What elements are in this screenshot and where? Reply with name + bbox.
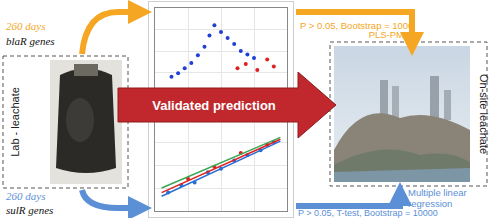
svg-text:260 days: 260 days — [6, 190, 45, 202]
svg-text:blaR genes: blaR genes — [6, 35, 55, 47]
svg-text:260 days: 260 days — [6, 20, 45, 32]
svg-text:On-site leachate: On-site leachate — [478, 74, 490, 154]
svg-text:P > 0.05, Bootstrap = 1000: P > 0.05, Bootstrap = 1000 — [300, 20, 413, 31]
svg-text:P > 0.05, T-test, Bootstrap =: P > 0.05, T-test, Bootstrap = 10000 — [298, 208, 438, 218]
svg-text:Validated prediction: Validated prediction — [152, 98, 276, 113]
svg-text:Lab - leachate: Lab - leachate — [9, 87, 21, 157]
svg-text:PLS-PM: PLS-PM — [369, 29, 404, 40]
svg-text:Multiple linearregression: Multiple linearregression — [408, 187, 467, 209]
svg-text:sulR genes: sulR genes — [6, 204, 53, 216]
